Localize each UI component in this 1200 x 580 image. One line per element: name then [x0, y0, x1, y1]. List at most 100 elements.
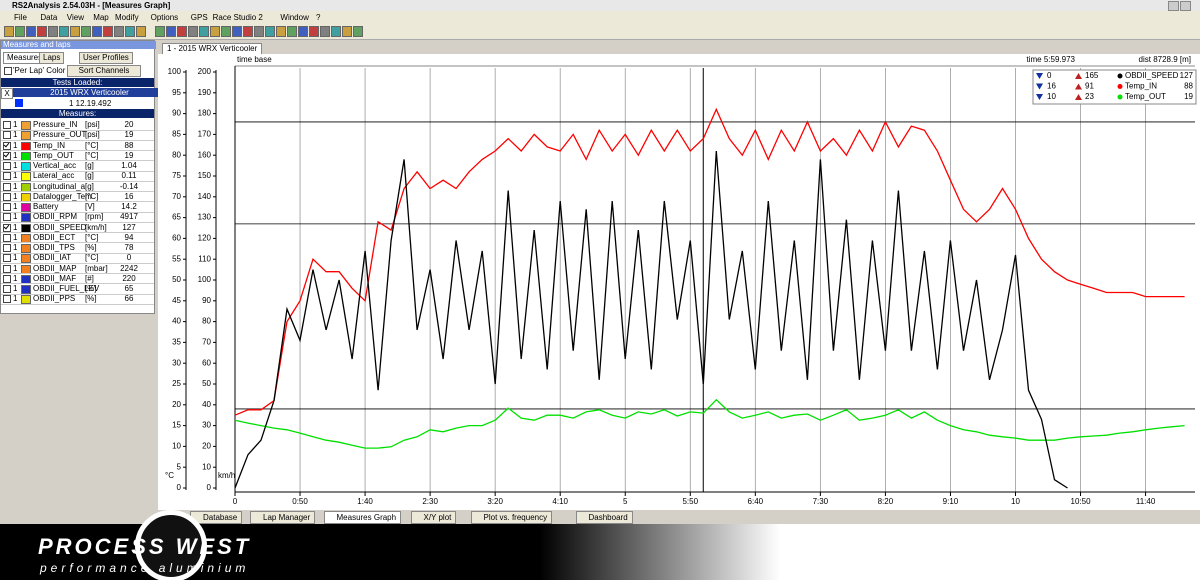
window-tab[interactable]: Dashboard [575, 511, 633, 524]
toolbar-button[interactable] [320, 26, 330, 37]
lap-color [15, 99, 23, 107]
test-close[interactable]: X [1, 88, 13, 99]
sort-button[interactable]: Sort Channels [67, 65, 141, 77]
menu-item[interactable]: GPS [190, 13, 208, 22]
x-tick-label: 2:30 [422, 497, 438, 506]
row-rule [1, 242, 154, 244]
channel-lap: 1 [13, 161, 18, 170]
y2-tick-label: 100 [198, 275, 212, 284]
toolbar-button[interactable] [298, 26, 308, 37]
window-tab[interactable]: Measures Graph [323, 511, 402, 524]
banner-logo [135, 510, 207, 580]
toolbar-button[interactable] [37, 26, 47, 37]
toolbar-button[interactable] [265, 26, 275, 37]
toolbar-button[interactable] [276, 26, 286, 37]
toolbar-button[interactable] [15, 26, 25, 37]
toolbar-button[interactable] [103, 26, 113, 37]
channel-checkbox[interactable] [3, 264, 11, 273]
channel-checkbox[interactable] [3, 254, 11, 263]
menu-item[interactable]: View [66, 13, 84, 22]
toolbar-button[interactable] [331, 26, 341, 37]
channel-checkbox[interactable] [3, 131, 11, 140]
channel-checkbox[interactable] [3, 274, 11, 283]
channel-checkbox[interactable] [3, 172, 11, 181]
menu-item[interactable]: Modify [115, 13, 139, 22]
panel-tab[interactable]: Measures [3, 52, 47, 64]
toolbar-button[interactable] [199, 26, 209, 37]
menu-item[interactable]: Options [150, 13, 179, 22]
channel-value: 14.2 [121, 202, 137, 211]
toolbar-button[interactable] [353, 26, 363, 37]
panel-tab[interactable]: User Profiles [79, 52, 133, 64]
window-tab[interactable]: Lap Manager [250, 511, 316, 524]
channel-unit: [°C] [85, 253, 99, 263]
toolbar-button[interactable] [342, 26, 352, 37]
y2-tick-label: 200 [198, 67, 212, 76]
channel-checkbox[interactable] [3, 141, 11, 150]
menu-item[interactable]: Window [280, 13, 309, 22]
row-rule [1, 191, 154, 192]
channel-checkbox[interactable] [3, 285, 11, 293]
toolbar-button[interactable] [92, 26, 102, 37]
toolbar-button[interactable] [70, 26, 80, 37]
channel-checkbox[interactable] [3, 121, 11, 129]
max-marker [1075, 94, 1082, 100]
channel-checkbox[interactable] [3, 203, 11, 211]
y2-tick-label: 150 [198, 171, 212, 180]
per-lap-checkbox[interactable] [4, 67, 12, 75]
brand-name: PROCESS WEST [38, 534, 252, 559]
channel-checkbox[interactable] [3, 295, 11, 304]
toolbar-button[interactable] [125, 26, 135, 37]
row-rule [1, 221, 154, 223]
toolbar-button[interactable] [81, 26, 91, 37]
toolbar-button[interactable] [166, 26, 176, 37]
toolbar-button[interactable] [254, 26, 264, 37]
toolbar-button[interactable] [26, 26, 36, 37]
row-rule [1, 180, 154, 182]
toolbar-button[interactable] [287, 26, 297, 37]
readout-min: 0 [1047, 71, 1052, 80]
channel-unit: [%] [85, 284, 97, 293]
toolbar-button[interactable] [136, 26, 146, 37]
toolbar-button[interactable] [59, 26, 69, 37]
channel-checkbox[interactable] [3, 223, 11, 232]
y-tick-label: 75 [172, 171, 181, 180]
toolbar-button[interactable] [114, 26, 124, 37]
toolbar-button[interactable] [177, 26, 187, 37]
close-button[interactable] [1180, 1, 1191, 11]
channel-checkbox[interactable] [3, 244, 11, 252]
channel-checkbox[interactable] [3, 151, 11, 160]
menu-item[interactable]: Data [40, 13, 58, 22]
channel-checkbox[interactable] [3, 192, 11, 201]
y-tick-label: 15 [172, 421, 181, 430]
menu-item[interactable]: Race Studio 2 [212, 13, 263, 22]
channel-checkbox[interactable] [3, 233, 11, 242]
toolbar-button[interactable] [155, 26, 165, 37]
row-rule [1, 262, 154, 264]
toolbar-button[interactable] [48, 26, 58, 37]
y-tick-label: 65 [172, 213, 181, 222]
channel-unit: [rpm] [85, 212, 104, 222]
panel-tab[interactable]: Laps [39, 52, 65, 64]
toolbar-button[interactable] [210, 26, 220, 37]
channel-checkbox[interactable] [3, 162, 11, 170]
toolbar-button[interactable] [188, 26, 198, 37]
menu-item[interactable]: ? [316, 13, 321, 22]
toolbar-button[interactable] [243, 26, 253, 37]
toolbar-button[interactable] [221, 26, 231, 37]
channel-value: 4917 [120, 212, 138, 222]
window-tab[interactable]: Plot vs. frequency [470, 511, 553, 524]
menu-item[interactable]: Map [93, 13, 109, 22]
toolbar-button[interactable] [232, 26, 242, 37]
y-tick-label: 90 [172, 109, 181, 118]
toolbar-button[interactable] [4, 26, 14, 37]
channel-checkbox[interactable] [3, 182, 11, 191]
channel-checkbox[interactable] [3, 213, 11, 222]
y-tick-label: 20 [172, 400, 181, 409]
banner: PROCESS WEST performance aluminium [0, 510, 1200, 580]
minimize-button[interactable] [1168, 1, 1179, 11]
toolbar-button[interactable] [309, 26, 319, 37]
menu-item[interactable]: File [14, 13, 27, 22]
window-tab[interactable]: X/Y plot [410, 511, 457, 524]
